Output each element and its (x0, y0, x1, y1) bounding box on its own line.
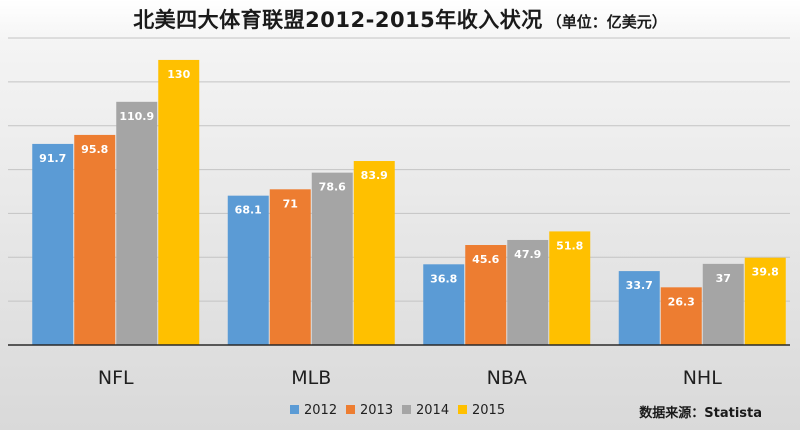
chart-title: 北美四大体育联盟2012-2015年收入状况 (133, 8, 543, 32)
bar-value-label: 39.8 (752, 266, 779, 279)
category-label: MLB (291, 367, 331, 389)
bar-nba-2012 (423, 264, 465, 345)
bar-value-label: 47.9 (514, 248, 541, 261)
category-label: NFL (98, 367, 134, 389)
bar-nfl-2012 (32, 143, 74, 345)
bar-nba-2015 (549, 231, 591, 345)
category-label: NBA (487, 367, 527, 389)
bar-nfl-2014 (116, 101, 158, 346)
chart-subtitle: （单位：亿美元） (546, 13, 667, 31)
bar-value-label: 51.8 (556, 239, 583, 252)
bar-mlb-2013 (269, 189, 311, 345)
bar-value-label: 110.9 (119, 110, 154, 123)
bar-mlb-2015 (353, 161, 395, 345)
bar-mlb-2014 (311, 172, 353, 345)
bar-value-label: 68.1 (235, 204, 262, 217)
chart-title-row: 北美四大体育联盟2012-2015年收入状况 （单位：亿美元） (0, 4, 800, 34)
bar-nba-2014 (507, 239, 549, 345)
bar-value-label: 26.3 (668, 295, 695, 308)
bar-value-label: 37 (716, 272, 731, 285)
legend-label-2013: 2013 (360, 403, 393, 418)
bar-value-label: 36.8 (430, 272, 457, 285)
bar-nfl-2013 (74, 134, 116, 345)
legend-swatch-2014 (402, 405, 411, 414)
bar-value-label: 71 (283, 197, 298, 210)
bar-nfl-2015 (158, 59, 200, 346)
bar-value-label: 91.7 (39, 152, 66, 165)
bar-nhl-2013 (660, 287, 702, 345)
legend-swatch-2013 (346, 405, 355, 414)
legend-label-2014: 2014 (416, 403, 449, 418)
bar-mlb-2012 (227, 195, 269, 345)
bar-value-label: 78.6 (319, 181, 346, 194)
category-label: NHL (683, 367, 723, 389)
bar-value-label: 83.9 (361, 169, 388, 182)
legend-label-2015: 2015 (472, 403, 505, 418)
bar-value-label: 95.8 (81, 143, 108, 156)
legend-label-2012: 2012 (304, 403, 337, 418)
bar-nhl-2014 (702, 263, 744, 345)
bar-nhl-2012 (618, 271, 660, 345)
bar-nba-2013 (465, 245, 507, 345)
legend-swatch-2015 (458, 405, 467, 414)
legend-swatch-2012 (290, 405, 299, 414)
data-source-note: 数据来源：Statista (639, 406, 762, 421)
bar-value-label: 33.7 (626, 279, 653, 292)
bar-value-label: 45.6 (472, 253, 499, 266)
bar-nhl-2015 (744, 257, 786, 345)
bar-value-label: 130 (167, 68, 190, 81)
